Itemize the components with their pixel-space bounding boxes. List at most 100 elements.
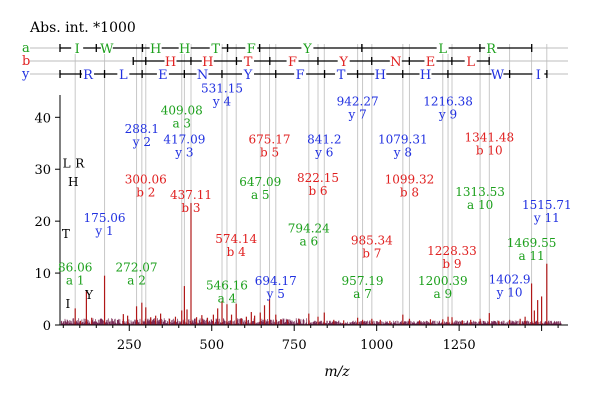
annotation-ion-y: y 5 xyxy=(266,287,285,301)
y-tick-label: 30 xyxy=(34,163,51,178)
ladder-residue-a: H xyxy=(179,42,190,57)
ladder-name-b: b xyxy=(22,54,30,69)
annotation-ion-a: a 11 xyxy=(518,249,544,263)
ladder-residue-bg xyxy=(100,41,113,54)
ladder-residue-a: I xyxy=(75,42,80,57)
annotation-mz-b: 574.14 xyxy=(215,232,257,246)
ladder-residue-y: T xyxy=(337,68,346,83)
annotation-mz-a: 272.07 xyxy=(116,261,158,275)
axes: 0 10 20 30 40 250 500 750 1000 1250 xyxy=(34,95,568,353)
annotation-ion-b: b 6 xyxy=(308,184,327,198)
ladder-residue-a: Y xyxy=(302,42,312,57)
ladder-residue-bg xyxy=(117,67,130,80)
sequence-ladders: a I W H H T F Y L Rb H H T F Y N E Ly R L E N Y F T H H W I xyxy=(21,41,568,83)
ladder-residue-bg xyxy=(424,54,437,67)
annotation-mz-b: 1099.32 xyxy=(385,172,435,186)
immonium-label: L xyxy=(63,157,71,171)
ladder-residue-bg xyxy=(242,54,255,67)
ladder-residue-bg xyxy=(286,54,299,67)
annotation-mz-a: 957.19 xyxy=(342,274,384,288)
ladder-residue-bg xyxy=(389,54,402,67)
ladder-residue-a: T xyxy=(211,42,220,57)
annotation-mz-y: 841.2 xyxy=(307,132,341,146)
annotation-ion-y: y 11 xyxy=(533,211,560,225)
annotation-ion-b: b 4 xyxy=(227,245,246,259)
ladder-residue-bg xyxy=(156,67,169,80)
annotation-mz-y: 1079.31 xyxy=(378,132,428,146)
x-axis-label: m/z xyxy=(324,364,350,380)
annotation-mz-y: 1402.9 xyxy=(489,272,531,286)
ladder-residue-b: F xyxy=(288,55,297,70)
ladder-residue-bg xyxy=(196,67,209,80)
annotation-mz-y: 1515.71 xyxy=(522,198,572,212)
annotation-mz-y: 288.1 xyxy=(125,122,159,136)
fragment-guide-lines xyxy=(74,44,548,325)
ladder-residue-bg xyxy=(491,67,504,80)
ladder-residue-y: H xyxy=(420,68,431,83)
annotation-ion-y: y 10 xyxy=(496,285,523,299)
ladder-residue-bg xyxy=(178,41,191,54)
annotation-ion-y: y 1 xyxy=(94,224,113,238)
ladder-residue-bg xyxy=(301,41,314,54)
annotation-mz-a: 409.08 xyxy=(161,104,203,118)
spectrum-noise xyxy=(60,318,562,325)
annotation-ion-y: y 6 xyxy=(314,145,333,159)
ladder-residue-bg xyxy=(82,67,95,80)
ladder-residue-bg xyxy=(464,54,477,67)
annotation-ion-b: b 9 xyxy=(442,257,461,271)
annotation-ion-y: y 3 xyxy=(174,145,193,159)
annotation-ion-b: b 5 xyxy=(260,145,279,159)
annotation-ion-y: y 9 xyxy=(438,107,457,121)
annotation-ion-a: a 4 xyxy=(218,292,237,306)
ladder-residue-bg xyxy=(164,54,177,67)
annotation-ion-a: a 3 xyxy=(172,117,191,131)
annotation-mz-y: 942.27 xyxy=(337,94,379,108)
x-tick-label: 1000 xyxy=(360,338,393,353)
ladder-residue-y: Y xyxy=(243,68,253,83)
ladder-residue-a: W xyxy=(100,42,114,57)
ladder-residue-y: H xyxy=(375,68,386,83)
y-tick-label: 40 xyxy=(34,111,51,126)
immonium-label: Y xyxy=(84,288,94,302)
ladder-residue-bg xyxy=(245,41,258,54)
annotation-mz-b: 822.15 xyxy=(297,171,339,185)
x-tick-label: 1250 xyxy=(443,338,476,353)
annotation-mz-a: 647.09 xyxy=(239,175,281,189)
ladder-residue-y: F xyxy=(296,68,305,83)
x-tick-label: 500 xyxy=(199,338,224,353)
annotation-ion-y: y 7 xyxy=(348,107,367,121)
annotation-ion-a: a 5 xyxy=(251,188,270,202)
ladder-residue-bg xyxy=(242,67,255,80)
ladder-residue-y: E xyxy=(158,68,168,83)
ladder-residue-bg xyxy=(335,67,348,80)
ladder-residue-bg xyxy=(532,67,545,80)
annotation-ion-y: y 4 xyxy=(212,94,232,108)
ladder-residue-bg xyxy=(485,41,498,54)
annotation-mz-a: 1200.39 xyxy=(418,274,468,288)
ladder-residue-y: N xyxy=(197,68,208,83)
immonium-label: T xyxy=(62,227,70,241)
ladder-residue-b: T xyxy=(244,55,253,70)
annotation-mz-a: 86.06 xyxy=(58,261,92,275)
ladder-residue-b: N xyxy=(390,55,401,70)
immonium-label: I xyxy=(66,297,71,311)
ladder-residue-y: R xyxy=(83,68,94,83)
ladder-residue-bg xyxy=(201,54,214,67)
annotation-ion-a: a 9 xyxy=(433,287,452,301)
ladder-residue-bg xyxy=(419,67,432,80)
ladder-residue-b: L xyxy=(466,55,475,70)
annotation-mz-y: 1216.38 xyxy=(423,94,473,108)
immonium-label: R xyxy=(75,157,85,171)
ladder-residue-a: R xyxy=(486,42,497,57)
annotation-ion-b: b 3 xyxy=(181,201,200,215)
annotation-ion-b: b 8 xyxy=(400,185,419,199)
ladder-residue-a: F xyxy=(247,42,256,57)
ladder-residue-b: H xyxy=(202,55,213,70)
annotation-mz-y: 531.15 xyxy=(201,81,243,95)
ladder-residue-b: E xyxy=(426,55,436,70)
spectrum-peaks xyxy=(60,202,562,325)
ladder-residue-a: H xyxy=(150,42,161,57)
x-tick-label: 750 xyxy=(282,338,307,353)
annotation-mz-a: 794.24 xyxy=(288,222,330,236)
y-tick-label: 0 xyxy=(43,319,51,334)
